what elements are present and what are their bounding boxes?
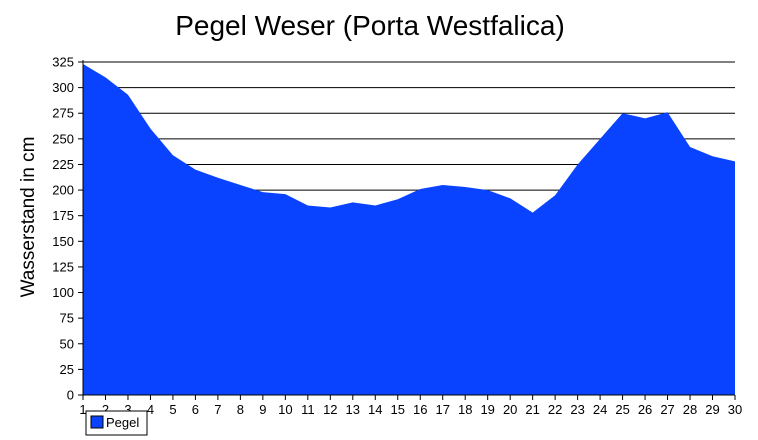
x-tick-label: 16	[413, 402, 427, 417]
legend-swatch	[90, 415, 104, 429]
x-tick-label: 27	[660, 402, 674, 417]
y-tick-label: 200	[52, 183, 74, 198]
x-tick-labels: 1 2 3 4 5 6 7 8 9 10 11 12 13 14 15 16 17 18 19 20 21 22 23 24 2…	[79, 402, 742, 417]
y-tick-label: 25	[60, 362, 74, 377]
x-tick-label: 21	[525, 402, 539, 417]
x-tick-label: 28	[683, 402, 697, 417]
y-tick-label: 300	[52, 80, 74, 95]
y-tick-label: 0	[67, 388, 74, 403]
x-tick-label: 17	[435, 402, 449, 417]
x-tick-label: 29	[705, 402, 719, 417]
axes	[78, 60, 736, 400]
y-tick-label: 125	[52, 259, 74, 274]
y-tick-label: 75	[60, 311, 74, 326]
y-tick-label: 150	[52, 234, 74, 249]
y-tick-labels: 0 25 50 75 100 125 150 175 200 225 250 275 300 325	[52, 55, 74, 403]
x-tick-label: 25	[615, 402, 629, 417]
x-tick-label: 3	[124, 402, 131, 417]
x-tick-label: 18	[458, 402, 472, 417]
y-axis-label: Wasserstand in cm	[18, 137, 39, 298]
legend-label-pegel: Pegel	[106, 415, 139, 430]
x-tick-label: 10	[278, 402, 292, 417]
x-tick-label: 8	[237, 402, 244, 417]
x-tick-label: 20	[503, 402, 517, 417]
y-tick-label: 325	[52, 55, 74, 70]
x-tick-label: 15	[391, 402, 405, 417]
x-tick-label: 11	[301, 402, 315, 417]
x-tick-label: 1	[79, 402, 86, 417]
x-tick-label: 7	[214, 402, 221, 417]
x-tick-label: 6	[192, 402, 199, 417]
x-tick-label: 5	[169, 402, 176, 417]
x-tick-label: 14	[368, 402, 382, 417]
x-tick-label: 22	[548, 402, 562, 417]
y-tick-label: 50	[60, 336, 74, 351]
x-tick-label: 13	[346, 402, 360, 417]
series-area-layer	[82, 64, 736, 396]
series-area-pegel	[83, 64, 735, 396]
y-tick-label: 225	[52, 157, 74, 172]
y-tick-label: 275	[52, 106, 74, 121]
x-tick-label: 30	[728, 402, 742, 417]
x-tick-label: 12	[323, 402, 337, 417]
legend: Pegel	[85, 410, 148, 436]
x-tick-label: 2	[102, 402, 109, 417]
y-tick-label: 250	[52, 131, 74, 146]
x-tick-label: 9	[259, 402, 266, 417]
x-tick-label: 4	[147, 402, 154, 417]
y-tick-label: 175	[52, 208, 74, 223]
chart-title: Pegel Weser (Porta Westfalica)	[175, 10, 565, 41]
x-tick-label: 26	[638, 402, 652, 417]
x-tick-label: 19	[480, 402, 494, 417]
y-tick-label: 100	[52, 285, 74, 300]
x-tick-label: 23	[570, 402, 584, 417]
x-tick-label: 24	[593, 402, 607, 417]
